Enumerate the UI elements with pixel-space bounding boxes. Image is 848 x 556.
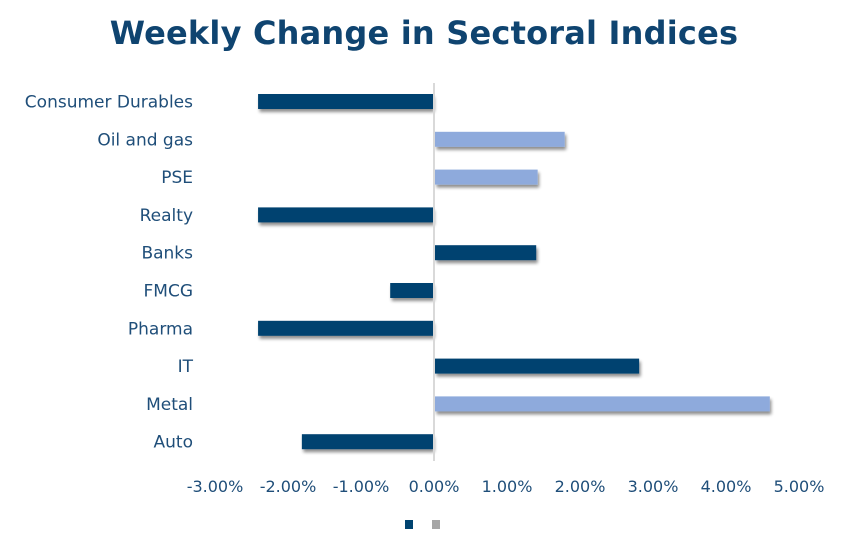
bar-pharma — [258, 320, 433, 336]
bar-it — [435, 358, 640, 374]
x-tick-label: -2.00% — [260, 477, 317, 496]
category-label: Realty — [140, 206, 193, 226]
category-label: IT — [178, 357, 194, 377]
x-tick-labels: -3.00% -2.00% -1.00% 0.00% 1.00% 2.00% 3.00% 4.… — [187, 477, 825, 496]
bar-realty — [258, 207, 433, 223]
bar-banks — [435, 245, 537, 261]
x-tick-label: 3.00% — [628, 477, 679, 496]
x-tick-label: -3.00% — [187, 477, 244, 496]
category-label: Metal — [146, 395, 193, 415]
x-tick-label: -1.00% — [333, 477, 390, 496]
legend-swatch — [405, 520, 413, 529]
category-label: FMCG — [144, 282, 194, 302]
x-tick-label: 0.00% — [409, 477, 460, 496]
bars-group — [258, 94, 770, 450]
category-label: Auto — [154, 433, 193, 453]
category-label: Banks — [141, 244, 193, 264]
category-labels: Consumer Durables Oil and gas PSE Realty Ban… — [25, 93, 194, 453]
bar-auto — [301, 434, 433, 450]
chart-title: Weekly Change in Sectoral Indices — [109, 14, 739, 52]
x-tick-label: 5.00% — [774, 477, 825, 496]
bar-consumer-durables — [258, 94, 433, 109]
category-label: PSE — [161, 168, 193, 188]
legend — [405, 520, 440, 529]
bar-fmcg — [390, 283, 433, 298]
category-label: Pharma — [128, 319, 193, 339]
category-label: Consumer Durables — [25, 93, 193, 113]
bar-oil-and-gas — [435, 131, 565, 147]
bar-pse — [435, 169, 538, 185]
x-tick-label: 2.00% — [555, 477, 606, 496]
legend-swatch — [432, 520, 440, 529]
bar-metal — [435, 396, 770, 412]
category-label: Oil and gas — [97, 130, 193, 150]
x-tick-label: 1.00% — [482, 477, 533, 496]
x-tick-label: 4.00% — [701, 477, 752, 496]
